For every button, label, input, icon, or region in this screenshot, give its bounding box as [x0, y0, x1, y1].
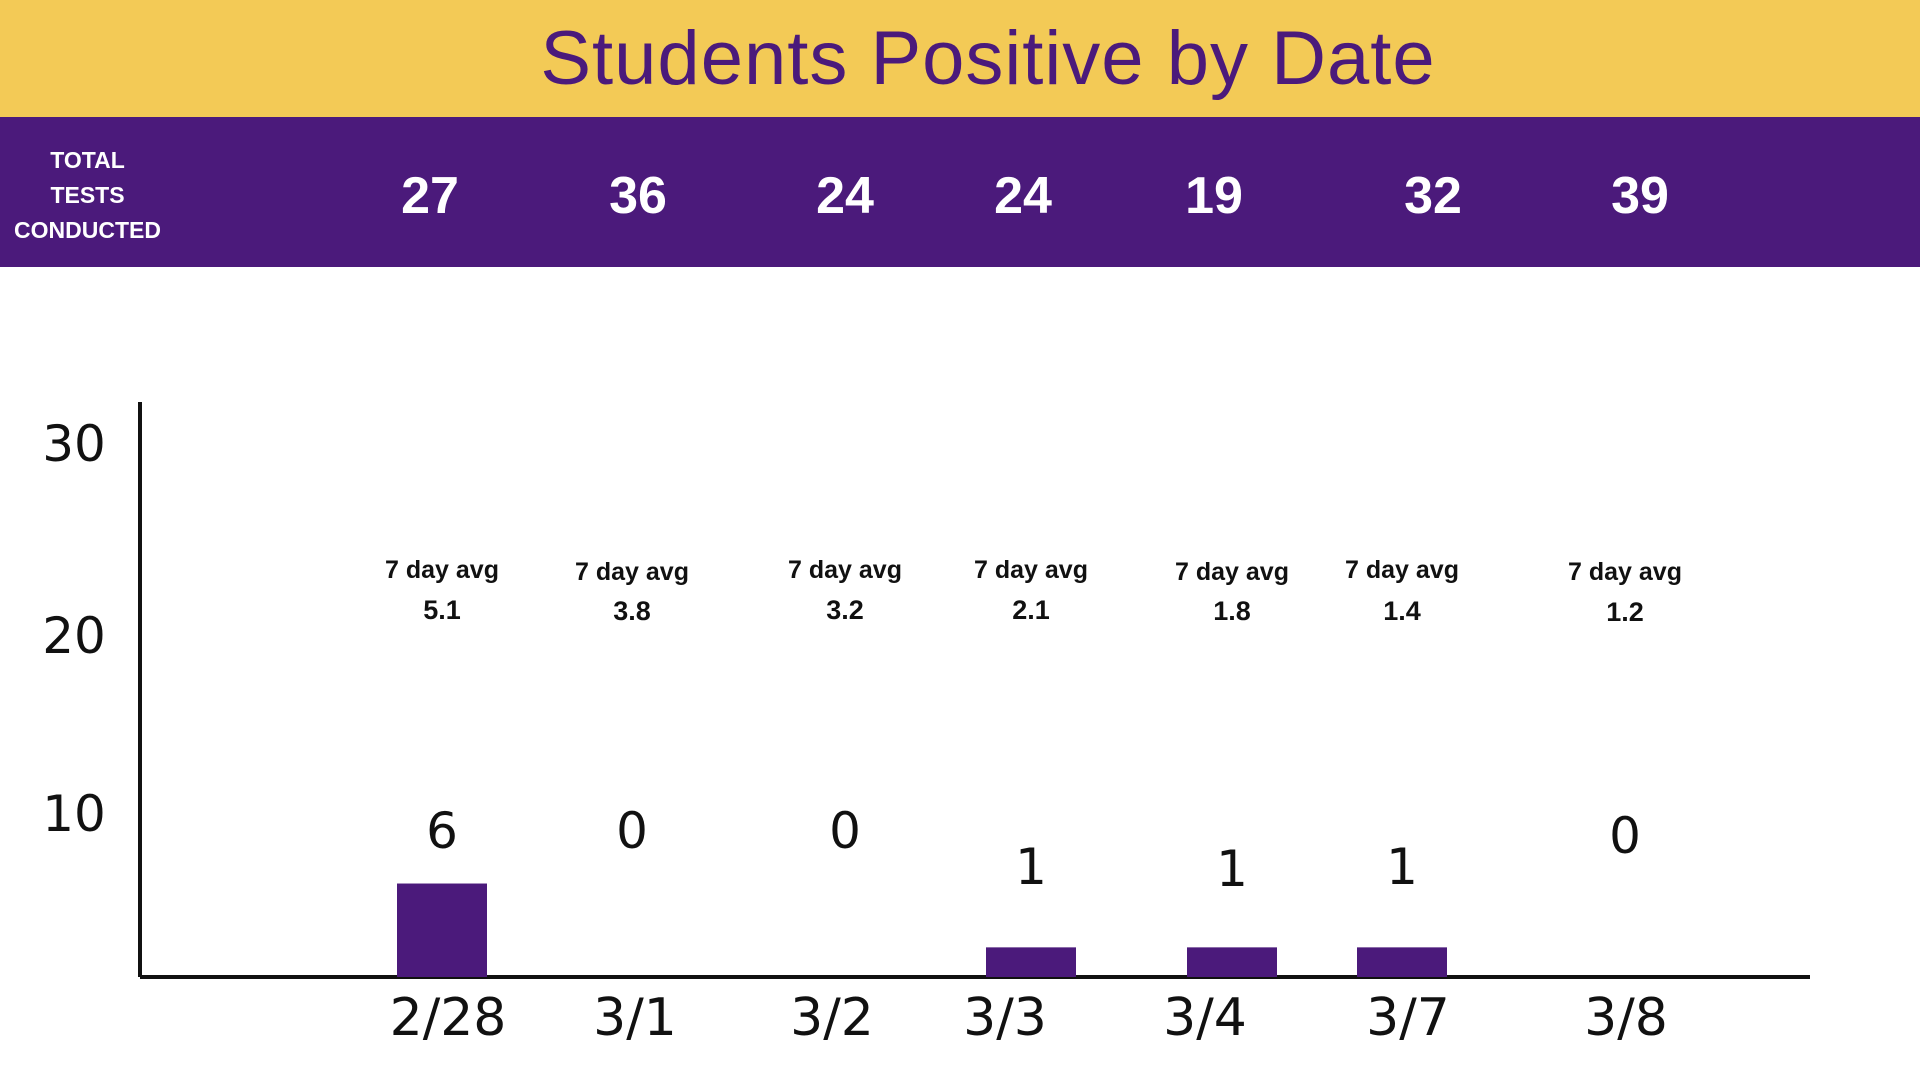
bar — [1187, 947, 1277, 977]
total-tests-label-line: TESTS — [50, 182, 125, 208]
title-banner: Students Positive by Date — [0, 0, 1920, 117]
x-tick-label: 3/4 — [1163, 988, 1247, 1048]
seven-day-avg-caption: 7 day avg — [1568, 558, 1682, 586]
total-tests-label-line: TOTAL — [50, 147, 125, 173]
x-tick-label: 2/28 — [390, 988, 507, 1048]
bar-value-label: 1 — [1386, 838, 1418, 896]
seven-day-avg-caption: 7 day avg — [575, 558, 689, 586]
test-count: 36 — [609, 167, 667, 225]
seven-day-avg-caption: 7 day avg — [974, 556, 1088, 584]
test-count: 32 — [1404, 167, 1462, 225]
seven-day-avg-value: 3.8 — [613, 596, 651, 626]
seven-day-avg-value: 3.2 — [826, 595, 864, 625]
seven-day-avg-value: 1.2 — [1606, 597, 1644, 627]
seven-day-avg-caption: 7 day avg — [788, 556, 902, 584]
seven-day-avg-caption: 7 day avg — [385, 556, 499, 584]
x-tick-label: 3/2 — [790, 988, 874, 1048]
test-count: 24 — [816, 167, 874, 225]
bar — [1357, 947, 1447, 977]
y-tick-label: 10 — [42, 785, 106, 843]
bar-value-label: 0 — [829, 802, 861, 860]
x-tick-label: 3/8 — [1584, 988, 1668, 1048]
total-tests-banner: TOTAL TESTS CONDUCTED 27 36 24 24 19 32 … — [0, 117, 1920, 267]
y-tick-label: 30 — [42, 415, 106, 473]
seven-day-avg-value: 1.8 — [1213, 596, 1251, 626]
total-tests-label: TOTAL TESTS CONDUCTED — [0, 143, 175, 248]
x-tick-label: 3/1 — [593, 988, 677, 1048]
bar — [397, 883, 487, 977]
bar-value-label: 0 — [1609, 807, 1641, 865]
seven-day-avg-value: 5.1 — [423, 595, 461, 625]
seven-day-avg-value: 1.4 — [1383, 596, 1421, 626]
x-tick-label: 3/3 — [963, 988, 1047, 1048]
bar-value-label: 0 — [616, 802, 648, 860]
page-title: Students Positive by Date — [540, 16, 1436, 101]
x-tick-label: 3/7 — [1366, 988, 1450, 1048]
seven-day-avg-value: 2.1 — [1012, 595, 1050, 625]
test-count: 39 — [1611, 167, 1669, 225]
seven-day-avg-caption: 7 day avg — [1345, 556, 1459, 584]
bar — [986, 947, 1076, 977]
seven-day-avg-caption: 7 day avg — [1175, 558, 1289, 586]
bar-value-label: 6 — [426, 802, 458, 860]
y-tick-label: 20 — [42, 607, 106, 665]
bar-value-label: 1 — [1216, 840, 1248, 898]
test-count: 19 — [1185, 167, 1243, 225]
test-count: 27 — [401, 167, 459, 225]
test-count: 24 — [994, 167, 1052, 225]
bar-value-label: 1 — [1015, 838, 1047, 896]
total-tests-label-line: CONDUCTED — [14, 217, 161, 243]
